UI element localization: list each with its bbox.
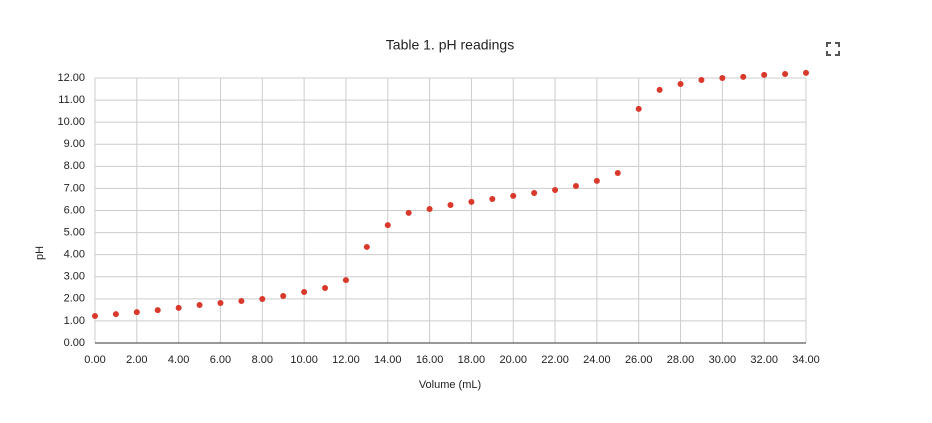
data-point [635, 105, 642, 112]
data-point [531, 190, 538, 197]
fullscreen-icon[interactable] [826, 42, 840, 56]
data-point [217, 300, 224, 307]
x-tick-label: 4.00 [168, 354, 189, 366]
y-tick-label: 5.00 [64, 226, 85, 238]
data-point [426, 205, 433, 212]
data-point [761, 71, 768, 78]
x-tick-label: 12.00 [332, 354, 360, 366]
x-tick-label: 6.00 [210, 354, 231, 366]
chart-title: Table 1. pH readings [386, 37, 514, 53]
x-tick-label: 14.00 [374, 354, 402, 366]
data-point [489, 196, 496, 203]
data-point [719, 75, 726, 81]
y-tick-label: 4.00 [64, 249, 85, 261]
data-point [384, 222, 391, 229]
y-tick-label: 7.00 [64, 182, 85, 194]
x-axis-label: Volume (mL) [419, 379, 481, 391]
data-point [656, 86, 663, 93]
data-point [133, 309, 140, 316]
x-tick-label: 10.00 [290, 354, 318, 366]
x-tick-label: 24.00 [583, 354, 611, 366]
data-point [782, 71, 789, 78]
data-point [112, 311, 119, 318]
data-point [614, 169, 621, 176]
data-point [238, 298, 245, 305]
data-point [803, 69, 809, 76]
data-point [342, 277, 349, 284]
data-point [196, 302, 203, 309]
data-point [259, 296, 266, 303]
x-tick-label: 26.00 [625, 354, 653, 366]
data-point [280, 292, 287, 299]
y-tick-label: 0.00 [64, 337, 85, 349]
data-point [154, 307, 161, 314]
y-tick-label: 10.00 [57, 116, 85, 128]
x-tick-label: 0.00 [84, 354, 105, 366]
data-point [447, 201, 454, 208]
data-point [572, 182, 579, 189]
y-tick-label: 1.00 [64, 315, 85, 327]
x-tick-label: 18.00 [458, 354, 486, 366]
data-point [322, 285, 329, 292]
data-point [593, 177, 600, 184]
y-tick-label: 9.00 [64, 138, 85, 150]
data-point [363, 243, 370, 250]
data-point [698, 76, 705, 83]
x-tick-label: 20.00 [499, 354, 527, 366]
x-tick-label: 34.00 [792, 354, 820, 366]
y-tick-label: 3.00 [64, 271, 85, 283]
x-tick-label: 32.00 [750, 354, 778, 366]
y-tick-label: 2.00 [64, 293, 85, 305]
x-tick-label: 16.00 [416, 354, 444, 366]
data-point [175, 304, 182, 311]
y-tick-label: 6.00 [64, 204, 85, 216]
x-tick-label: 28.00 [667, 354, 695, 366]
y-tick-label: 12.00 [57, 72, 85, 84]
data-point [301, 288, 308, 295]
y-tick-label: 8.00 [64, 160, 85, 172]
data-point [92, 313, 98, 320]
y-axis-label: pH [34, 246, 46, 260]
data-point [552, 186, 559, 193]
data-point [405, 209, 412, 216]
data-point [468, 198, 475, 205]
data-point [510, 192, 517, 199]
x-tick-label: 22.00 [541, 354, 569, 366]
x-tick-label: 8.00 [252, 354, 273, 366]
x-tick-label: 2.00 [126, 354, 147, 366]
y-tick-label: 11.00 [58, 94, 85, 106]
x-tick-label: 30.00 [709, 354, 737, 366]
data-point [677, 80, 684, 87]
data-point [740, 73, 747, 80]
